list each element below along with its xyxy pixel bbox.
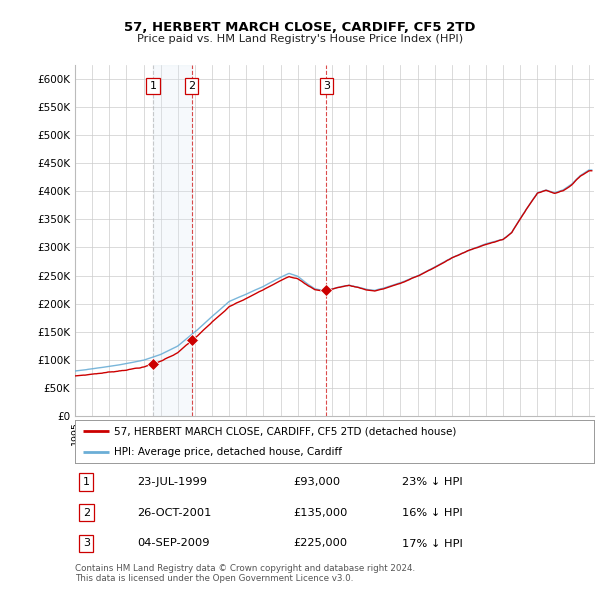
Text: HPI: Average price, detached house, Cardiff: HPI: Average price, detached house, Card… (114, 447, 342, 457)
Text: Contains HM Land Registry data © Crown copyright and database right 2024.
This d: Contains HM Land Registry data © Crown c… (75, 563, 415, 583)
Text: 1: 1 (149, 81, 157, 91)
Text: 3: 3 (83, 539, 90, 549)
Text: 57, HERBERT MARCH CLOSE, CARDIFF, CF5 2TD: 57, HERBERT MARCH CLOSE, CARDIFF, CF5 2T… (124, 21, 476, 34)
Text: 23-JUL-1999: 23-JUL-1999 (137, 477, 207, 487)
Text: £93,000: £93,000 (293, 477, 340, 487)
Text: 2: 2 (83, 508, 90, 517)
Text: 26-OCT-2001: 26-OCT-2001 (137, 508, 212, 517)
Text: 3: 3 (323, 81, 330, 91)
Text: 2: 2 (188, 81, 196, 91)
Text: 57, HERBERT MARCH CLOSE, CARDIFF, CF5 2TD (detached house): 57, HERBERT MARCH CLOSE, CARDIFF, CF5 2T… (114, 427, 457, 436)
Text: £225,000: £225,000 (293, 539, 347, 549)
Bar (153, 65, 192, 416)
Text: Price paid vs. HM Land Registry's House Price Index (HPI): Price paid vs. HM Land Registry's House … (137, 34, 463, 44)
Text: 17% ↓ HPI: 17% ↓ HPI (402, 539, 463, 549)
Text: 04-SEP-2009: 04-SEP-2009 (137, 539, 210, 549)
Text: 1: 1 (83, 477, 90, 487)
Text: 23% ↓ HPI: 23% ↓ HPI (402, 477, 463, 487)
Text: 16% ↓ HPI: 16% ↓ HPI (402, 508, 463, 517)
Text: £135,000: £135,000 (293, 508, 347, 517)
